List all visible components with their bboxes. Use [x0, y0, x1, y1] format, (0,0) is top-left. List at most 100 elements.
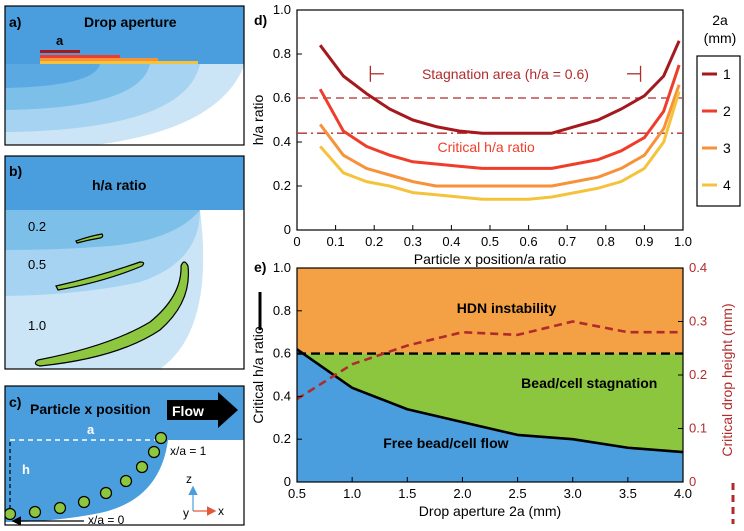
panel-a-a-label: a [56, 33, 64, 48]
legend-label-4: 4 [723, 177, 731, 193]
y-tick-label-right-e: 0.1 [689, 421, 707, 436]
x-tick-label-e: 1.5 [398, 486, 416, 501]
bead-streak-small [75, 233, 104, 244]
x-tick-label-d: 0 [293, 234, 300, 249]
y-tick-label-left-e: 0.6 [273, 346, 291, 361]
x-tick-label-d: 0.9 [635, 234, 653, 249]
region-hdn [297, 268, 683, 354]
stagnation-label: Stagnation area (h/a = 0.6) [422, 66, 589, 82]
level-0-5: 0.5 [28, 257, 46, 272]
y-axis-label-right-e: Critical drop height (mm) [719, 303, 735, 456]
a-label-c: a [87, 422, 95, 437]
critical-ratio-line [296, 348, 684, 454]
y-tick-label-d: 0 [284, 222, 291, 237]
series-line-3 [318, 84, 681, 188]
h-label: h [22, 462, 30, 477]
bead [99, 486, 113, 500]
y-tick-label-right-e: 0.2 [689, 367, 707, 382]
x-tick-label-d: 0.1 [327, 234, 345, 249]
drop-shell-0 [5, 64, 100, 88]
flow-arrow [167, 392, 238, 428]
x-tick-label-d: 1.0 [674, 234, 692, 249]
y-tick-label-d: 0.4 [273, 134, 291, 149]
x-tick-label-e: 0.5 [288, 486, 306, 501]
x-tick-label-d: 0.3 [404, 234, 422, 249]
critical-label: Critical h/a ratio [438, 139, 535, 155]
x-axis-label-d: Particle x position/a ratio [414, 251, 567, 267]
aperture-bar-1 [40, 50, 80, 53]
bead [53, 501, 67, 515]
panel-b-frame [4, 155, 245, 370]
x-tick-label-d: 0.7 [558, 234, 576, 249]
bead-streak-medium [55, 261, 145, 291]
channel-top-b [5, 156, 244, 210]
x-tick-label-d: 0.4 [442, 234, 460, 249]
bead-row [5, 431, 168, 521]
bead [135, 460, 149, 474]
plot-frame-d [296, 9, 684, 231]
legend-label-2: 2 [723, 103, 731, 119]
bead-streak-large [34, 261, 190, 367]
series-line-4 [319, 90, 681, 201]
panel-b-label: b) [9, 163, 22, 179]
panel-a-title: Drop aperture [84, 14, 177, 30]
panel-d-label: d) [254, 12, 267, 28]
x-tick-label-e: 3.5 [619, 486, 637, 501]
aperture-bar-4 [40, 61, 198, 64]
x-tick-label-e: 1.0 [343, 486, 361, 501]
panel-a-label: a) [9, 14, 21, 30]
panel-c-frame [4, 385, 245, 526]
panel-c [5, 386, 244, 525]
x-tick-label-d: 0.5 [481, 234, 499, 249]
legend-label-1: 1 [723, 66, 731, 82]
legend-title-line1: 2a [712, 12, 728, 28]
bead [77, 495, 91, 509]
y-tick-label-d: 0.8 [273, 46, 291, 61]
axis-x-label: x [218, 504, 224, 518]
y-tick-label-left-e: 0.4 [273, 388, 291, 403]
bead [147, 445, 161, 459]
x-tick-label-d: 0.8 [597, 234, 615, 249]
x-tick-label-d: 0.6 [520, 234, 538, 249]
aperture-bar-3 [40, 58, 158, 61]
region-label-stagnation: Bead/cell stagnation [521, 375, 657, 391]
y-tick-label-right-e: 0.4 [689, 260, 707, 275]
critical-height-line [296, 320, 683, 401]
x-tick-label-e: 2.0 [453, 486, 471, 501]
x1-label: x/a = 1 [170, 444, 207, 458]
y-tick-label-right-e: 0.3 [689, 314, 707, 329]
legend-title-line2: (mm) [704, 30, 737, 46]
region-free-flow [297, 349, 683, 482]
bead [119, 474, 133, 488]
legend-box [696, 55, 741, 207]
x-tick-label-e: 2.5 [509, 486, 527, 501]
x-tick-label-d: 0.2 [365, 234, 383, 249]
legend-label-3: 3 [723, 140, 731, 156]
region-label-free-flow: Free bead/cell flow [383, 435, 508, 451]
y-tick-label-d: 0.2 [273, 178, 291, 193]
aperture-bar-2 [40, 55, 120, 58]
panel-b [5, 156, 244, 369]
y-axis-label-left-e: Critical h/a ratio [250, 326, 266, 423]
chart-e: e) HDN instability Bead/cell stagnation Fre… [250, 259, 735, 524]
y-tick-label-d: 1.0 [273, 2, 291, 17]
x-axis-label-e: Drop aperture 2a (mm) [419, 503, 561, 519]
chart-d: d) 0 0.1 0.2 0.3 0.4 0.5 0.6 0.7 0.8 0.9 1.0 0 0.2 0.4… [250, 2, 741, 267]
y-tick-label-right-e: 0 [689, 474, 696, 489]
flow-label: Flow [172, 403, 204, 419]
bead [28, 505, 42, 519]
bead [5, 507, 17, 521]
axis-y-label: y [183, 506, 189, 520]
level-0-2: 0.2 [28, 219, 46, 234]
level-1-0: 1.0 [28, 318, 46, 333]
y-tick-label-left-e: 0.8 [273, 303, 291, 318]
series-line-1 [318, 40, 681, 135]
y-tick-label-d: 0.6 [273, 90, 291, 105]
axis-z-label: z [186, 472, 192, 486]
panel-a [5, 6, 244, 145]
panel-c-title: Particle x position [30, 401, 151, 417]
panel-b-title: h/a ratio [92, 177, 146, 193]
channel-top [5, 6, 244, 64]
region-label-hdn: HDN instability [457, 300, 557, 316]
